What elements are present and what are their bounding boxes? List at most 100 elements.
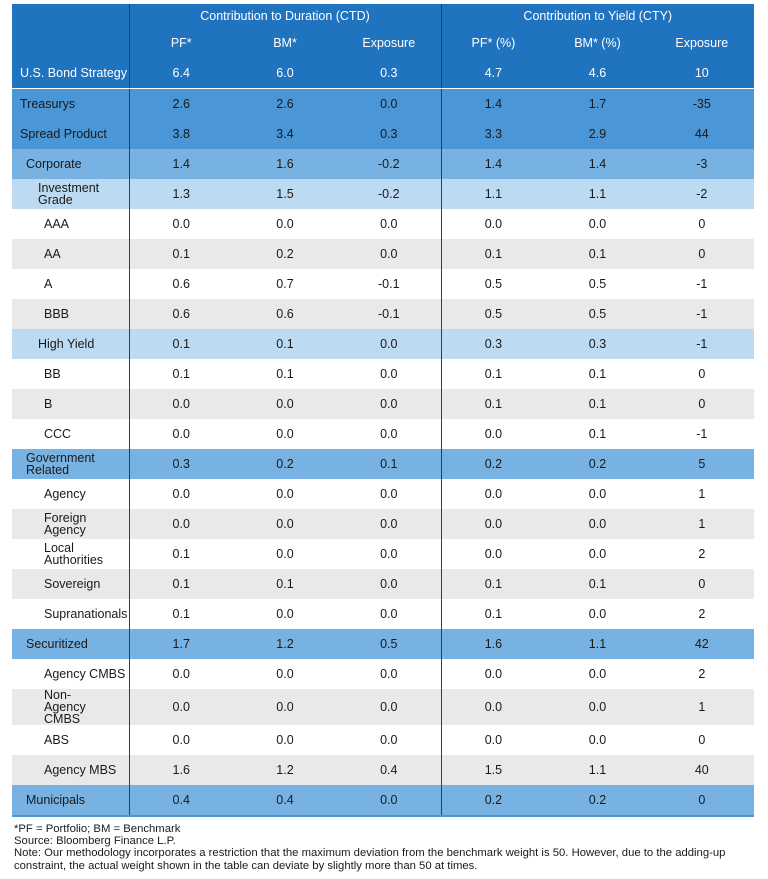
row-label: Agency <box>12 479 129 509</box>
row-label: Municipals <box>12 785 129 817</box>
cell-value: 0.2 <box>233 449 337 479</box>
cell-value: 0.0 <box>128 509 233 539</box>
cell-value: 1.1 <box>440 179 546 209</box>
cell-value: 0.0 <box>233 725 337 755</box>
cell-value: 0.6 <box>128 299 233 329</box>
table-row: Supranationals 0.1 0.0 0.0 0.1 0.0 2 <box>12 599 754 629</box>
column-header: Exposure <box>649 28 754 58</box>
cell-value: 1 <box>649 479 754 509</box>
table-row: High Yield 0.1 0.1 0.0 0.3 0.3 -1 <box>12 329 754 359</box>
cell-value: 0.1 <box>440 359 546 389</box>
header-blank <box>12 28 129 58</box>
row-label: Government Related <box>12 449 129 479</box>
cell-value: 0.0 <box>337 725 442 755</box>
row-label: AA <box>12 239 129 269</box>
cell-value: 3.8 <box>128 119 233 149</box>
row-label: ABS <box>12 725 129 755</box>
cell-value: 0.5 <box>545 299 650 329</box>
cell-value: 0.0 <box>545 659 650 689</box>
cell-value: 0.3 <box>545 329 650 359</box>
cell-value: 0.0 <box>233 599 337 629</box>
cell-value: 0.1 <box>128 329 233 359</box>
cell-value: 1.5 <box>233 179 337 209</box>
cell-value: 44 <box>649 119 754 149</box>
cell-value: 0.0 <box>545 599 650 629</box>
cell-value: 0.0 <box>545 509 650 539</box>
cell-value: 0.1 <box>545 239 650 269</box>
cell-value: 40 <box>649 755 754 785</box>
table-header: Contribution to Duration (CTD) Contribut… <box>12 4 754 58</box>
cell-value: 0.2 <box>545 449 650 479</box>
cell-value: 6.0 <box>233 58 337 89</box>
cell-value: 0.0 <box>545 725 650 755</box>
cell-value: 0.0 <box>440 509 546 539</box>
cell-value: 1.6 <box>440 629 546 659</box>
footnotes: *PF = Portfolio; BM = Benchmark Source: … <box>14 823 759 872</box>
cell-value: 0.0 <box>440 725 546 755</box>
table-row: Municipals 0.4 0.4 0.0 0.2 0.2 0 <box>12 785 754 817</box>
cell-value: 0.3 <box>440 329 546 359</box>
cell-value: 0.2 <box>440 449 546 479</box>
cell-value: 0.3 <box>337 119 442 149</box>
cell-value: 0.0 <box>233 689 337 725</box>
cell-value: 0.2 <box>233 239 337 269</box>
cell-value: 0.0 <box>128 725 233 755</box>
cell-value: 0.0 <box>440 659 546 689</box>
cell-value: 2 <box>649 539 754 569</box>
cell-value: 0.4 <box>233 785 337 817</box>
table-row: Foreign Agency 0.0 0.0 0.0 0.0 0.0 1 <box>12 509 754 539</box>
cell-value: 0.6 <box>233 299 337 329</box>
column-header: BM* (%) <box>545 28 650 58</box>
cell-value: 0.1 <box>440 239 546 269</box>
cell-value: 0.2 <box>440 785 546 817</box>
cell-value: 1.4 <box>440 149 546 179</box>
cell-value: 0.0 <box>337 785 442 817</box>
cell-value: 0.0 <box>440 209 546 239</box>
cell-value: 0.1 <box>440 569 546 599</box>
cell-value: 1.1 <box>545 179 650 209</box>
table-row: Corporate 1.4 1.6 -0.2 1.4 1.4 -3 <box>12 149 754 179</box>
table-row: Sovereign 0.1 0.1 0.0 0.1 0.1 0 <box>12 569 754 599</box>
cell-value: 10 <box>649 58 754 89</box>
cell-value: 1.5 <box>440 755 546 785</box>
footnote-source: Source: Bloomberg Finance L.P. <box>14 835 176 848</box>
cell-value: -1 <box>649 299 754 329</box>
table-row: B 0.0 0.0 0.0 0.1 0.1 0 <box>12 389 754 419</box>
table-row: A 0.6 0.7 -0.1 0.5 0.5 -1 <box>12 269 754 299</box>
cell-value: 0.0 <box>545 539 650 569</box>
cell-value: 0 <box>649 209 754 239</box>
cell-value: 1 <box>649 509 754 539</box>
cell-value: 0.5 <box>440 269 546 299</box>
cell-value: 0 <box>649 725 754 755</box>
cell-value: 0.5 <box>545 269 650 299</box>
cell-value: 2 <box>649 599 754 629</box>
row-label: BBB <box>12 299 129 329</box>
cell-value: 0.0 <box>233 509 337 539</box>
row-label: Agency CMBS <box>12 659 129 689</box>
cell-value: 0.1 <box>545 389 650 419</box>
table-body: U.S. Bond Strategy 6.4 6.0 0.3 4.7 4.6 10 Treas… <box>12 58 754 817</box>
cell-value: -0.1 <box>337 299 442 329</box>
cell-value: 0.1 <box>128 239 233 269</box>
cell-value: 0.0 <box>337 659 442 689</box>
table-row: BB 0.1 0.1 0.0 0.1 0.1 0 <box>12 359 754 389</box>
table-row: Investment Grade 1.3 1.5 -0.2 1.1 1.1 -2 <box>12 179 754 209</box>
cell-value: 0.1 <box>337 449 442 479</box>
footnote-definitions: *PF = Portfolio; BM = Benchmark <box>14 823 181 835</box>
column-header: PF* <box>128 28 233 58</box>
cell-value: 0.1 <box>440 599 546 629</box>
contribution-table: Contribution to Duration (CTD) Contribut… <box>12 4 754 817</box>
cell-value: 0.0 <box>128 689 233 725</box>
cell-value: 0.0 <box>337 599 442 629</box>
row-label: Agency MBS <box>12 755 129 785</box>
column-header: PF* (%) <box>440 28 546 58</box>
header-group-cty: Contribution to Yield (CTY) <box>440 4 754 28</box>
cell-value: 1.1 <box>545 629 650 659</box>
cell-value: 0.0 <box>233 209 337 239</box>
cell-value: 0.0 <box>337 209 442 239</box>
cell-value: 0.0 <box>545 689 650 725</box>
cell-value: 0.0 <box>337 239 442 269</box>
cell-value: -2 <box>649 179 754 209</box>
cell-value: 0.0 <box>440 539 546 569</box>
row-label: Treasurys <box>12 88 129 119</box>
